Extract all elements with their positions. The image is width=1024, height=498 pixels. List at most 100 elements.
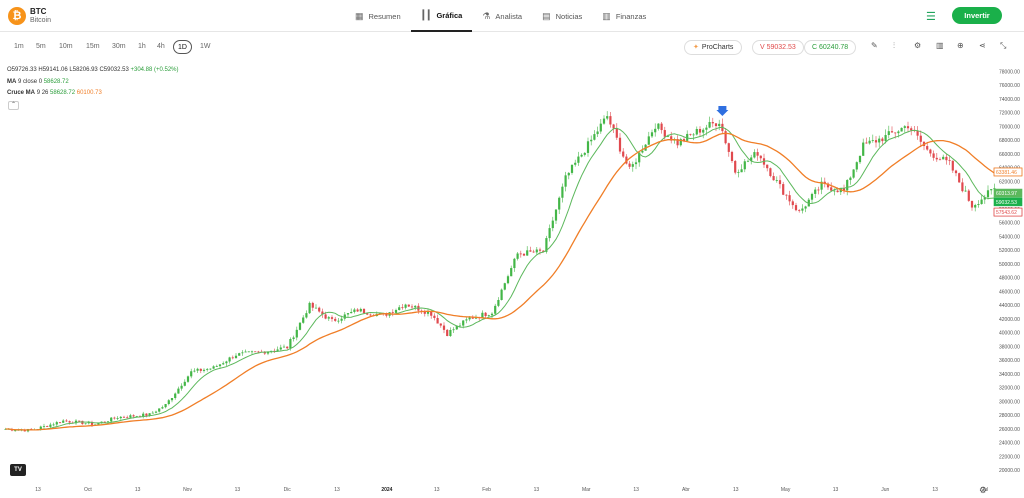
candle xyxy=(804,206,807,209)
candle xyxy=(756,152,759,156)
candle xyxy=(289,339,292,349)
candle xyxy=(148,413,151,416)
share-icon[interactable]: ⋖ xyxy=(979,41,986,50)
instrument-symbol: BTC xyxy=(30,7,47,16)
candle xyxy=(986,190,990,198)
ma-row[interactable]: MA 9 close 0 58628.72 xyxy=(7,77,179,89)
candle xyxy=(708,122,711,128)
tab-resumen[interactable]: ▦ Resumen xyxy=(355,10,401,21)
candle xyxy=(430,311,433,316)
candle xyxy=(84,423,87,425)
candle xyxy=(500,289,503,300)
candle xyxy=(794,205,798,211)
candle xyxy=(343,314,346,319)
candles-icon: ┃┃ xyxy=(420,9,432,20)
candle xyxy=(647,136,650,145)
timeframe-15m[interactable]: 15m xyxy=(86,43,100,50)
settings-icon[interactable]: ⚙ xyxy=(914,41,922,50)
candle xyxy=(462,320,465,326)
candle xyxy=(740,169,743,173)
sell-price-button[interactable]: V 59032.53 xyxy=(752,40,804,55)
bar-chart-icon: ▥ xyxy=(602,10,611,21)
candle xyxy=(926,146,929,150)
timeframe-1m[interactable]: 1m xyxy=(14,43,24,50)
candle xyxy=(254,351,257,353)
candle xyxy=(567,172,570,176)
candle xyxy=(951,160,954,171)
candle xyxy=(993,188,996,190)
timeframe-5m[interactable]: 5m xyxy=(36,43,46,50)
timeframe-1d[interactable]: 1D xyxy=(173,40,192,54)
price-label-badge xyxy=(993,188,1023,198)
candle xyxy=(167,400,170,405)
add-icon[interactable]: ⊕ xyxy=(957,41,964,50)
candle xyxy=(494,305,497,314)
timeframe-4h[interactable]: 4h xyxy=(157,43,165,50)
nav-tabs: ▦ Resumen ┃┃ Gráfica ⚗ Analista ▤ Noticias ▥… xyxy=(345,0,656,32)
list-menu-icon[interactable]: ☰ xyxy=(926,11,936,23)
candle xyxy=(442,325,446,330)
candle xyxy=(484,312,487,317)
candle xyxy=(183,381,186,386)
invest-button[interactable]: Invertir xyxy=(952,7,1002,24)
candle xyxy=(209,368,212,370)
cross-ma-fast-value: 58628.72 xyxy=(50,90,76,96)
candle xyxy=(39,426,42,430)
candle xyxy=(55,422,58,425)
candle xyxy=(414,305,417,308)
tab-noticias[interactable]: ▤ Noticias xyxy=(542,10,583,21)
candle xyxy=(612,124,615,129)
chart-type-icon[interactable]: ⫶ xyxy=(893,41,895,50)
collapse-legend-icon[interactable]: ⌃ xyxy=(8,101,19,110)
indicators-icon[interactable]: ▥ xyxy=(936,41,944,50)
candle xyxy=(308,302,311,314)
candle xyxy=(705,127,708,130)
candle xyxy=(961,182,964,192)
candle xyxy=(65,420,68,422)
candle xyxy=(276,349,279,351)
cross-ma-row[interactable]: Cruce MA 9 26 58628.72 60100.73 xyxy=(7,88,179,100)
candle xyxy=(577,156,580,163)
candle xyxy=(346,313,350,315)
candle xyxy=(78,420,81,422)
candle xyxy=(135,416,138,417)
tab-grafica[interactable]: ┃┃ Gráfica xyxy=(410,0,473,32)
draw-icon[interactable]: ✎ xyxy=(871,41,878,50)
tab-analista[interactable]: ⚗ Analista xyxy=(482,10,523,21)
candle xyxy=(865,142,868,144)
candle xyxy=(871,140,874,141)
price-axis: 78000.00 76000.00 74000.00 72000.00 70000.00… xyxy=(999,69,1020,474)
candle xyxy=(334,318,337,321)
timeframe-1h[interactable]: 1h xyxy=(138,43,146,50)
candle xyxy=(942,156,945,160)
price-chart[interactable]: 78000.00 76000.00 74000.00 72000.00 70000.00… xyxy=(0,60,1024,498)
candle xyxy=(519,253,522,255)
timeframe-10m[interactable]: 10m xyxy=(59,43,73,50)
timeframe-30m[interactable]: 30m xyxy=(112,43,126,50)
chart-settings-icon[interactable]: ⚙ xyxy=(979,485,988,495)
candle xyxy=(810,193,814,200)
candle xyxy=(702,129,705,133)
candle xyxy=(398,307,401,311)
candle xyxy=(228,357,231,362)
candle xyxy=(631,164,634,167)
candle xyxy=(609,116,612,125)
price-tick-label: 30000.00 xyxy=(999,399,1020,405)
candle xyxy=(110,417,113,422)
candle xyxy=(830,187,833,191)
timeframe-1w[interactable]: 1W xyxy=(200,43,211,50)
time-tick-label: 13 xyxy=(932,487,938,493)
buy-price-button[interactable]: C 60240.78 xyxy=(804,40,857,55)
candle xyxy=(471,317,474,319)
procharts-button[interactable]: ✦ ProCharts xyxy=(684,40,743,55)
time-tick-label: Dic xyxy=(284,487,292,493)
candle xyxy=(958,173,961,183)
candle xyxy=(52,424,55,426)
candle xyxy=(638,152,641,163)
candle xyxy=(62,420,65,423)
candle xyxy=(74,420,78,424)
candle xyxy=(119,416,122,419)
fullscreen-icon[interactable]: ⤡ xyxy=(1000,41,1007,50)
candle xyxy=(532,251,535,253)
tab-finanzas[interactable]: ▥ Finanzas xyxy=(602,10,647,21)
